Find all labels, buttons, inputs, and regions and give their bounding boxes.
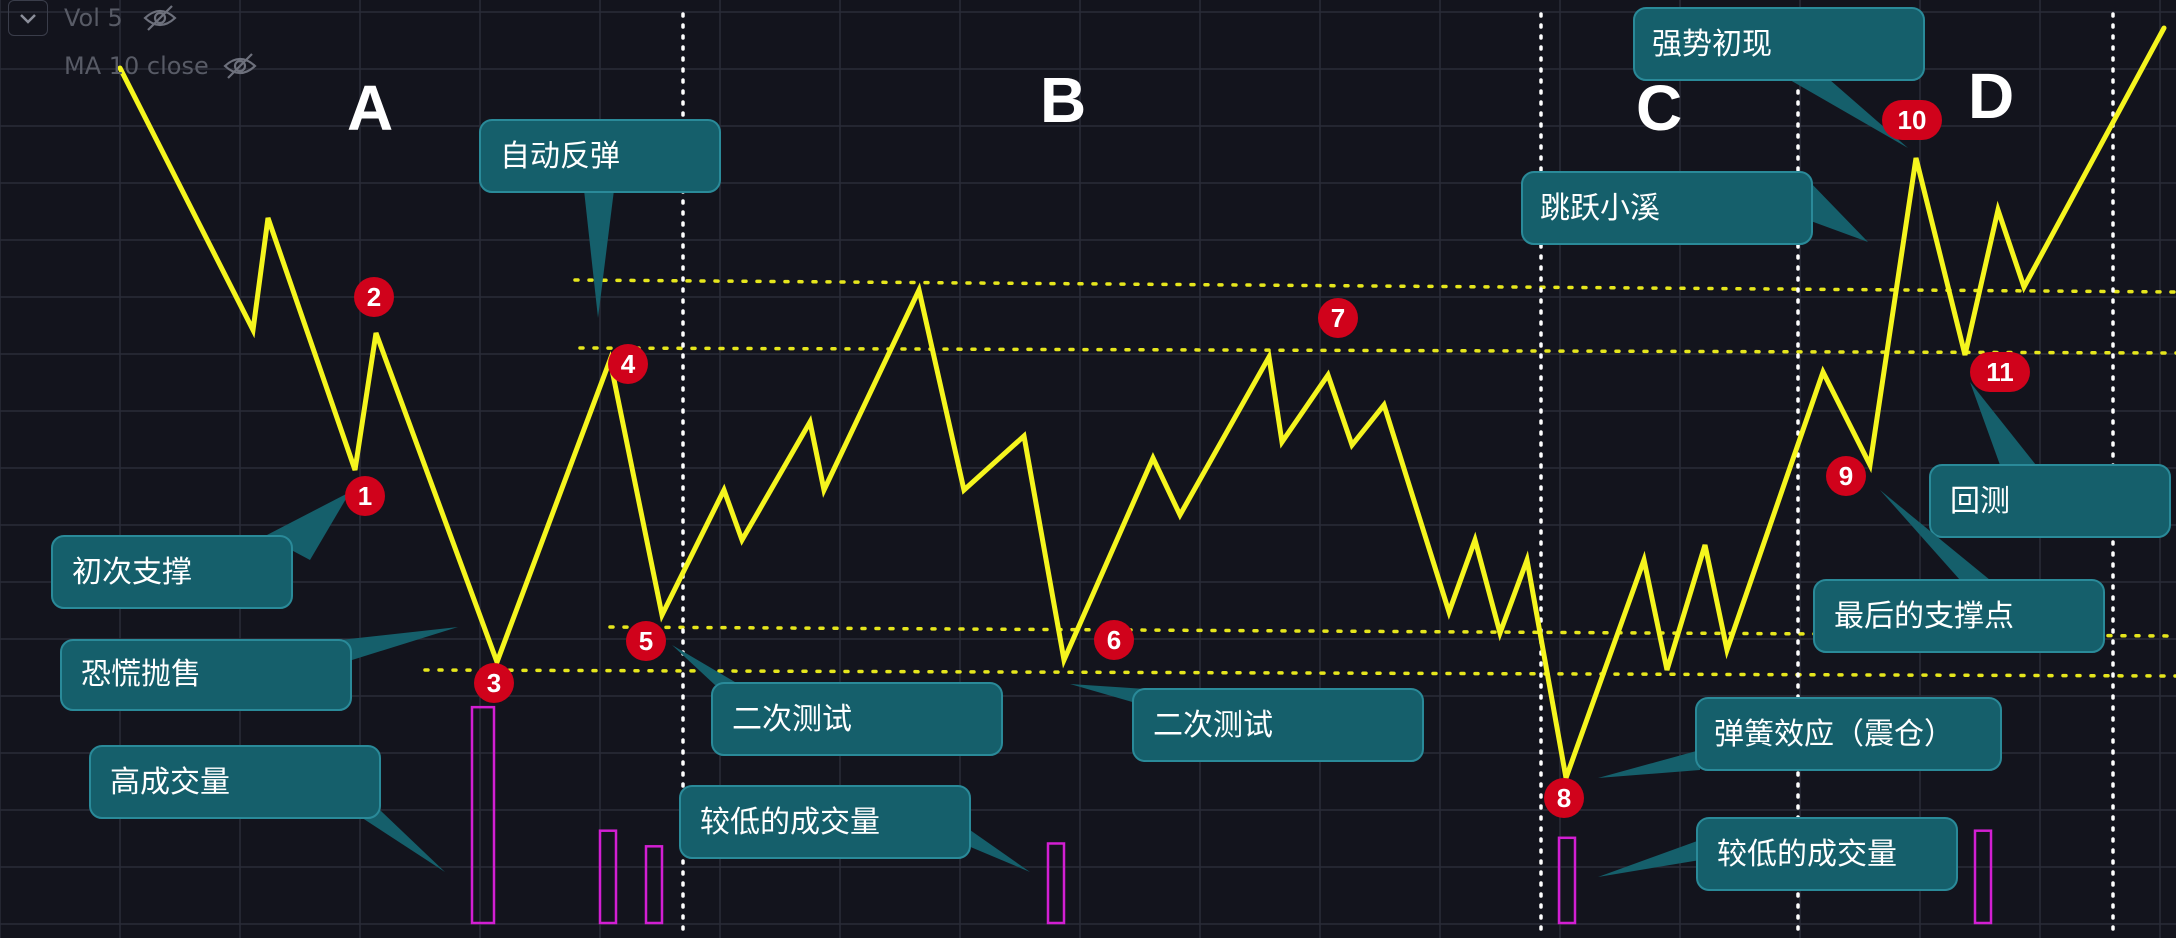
marker-label: 2: [367, 282, 381, 312]
level-line: [573, 278, 2176, 294]
callout-box: [1696, 817, 1958, 891]
marker-label: 8: [1557, 783, 1571, 813]
volume-bars: [470, 705, 1993, 925]
chevron-down-icon: [20, 14, 36, 24]
callout-text: 强势初现: [1652, 28, 1772, 61]
callout-last-point-of-support: 最后的支撑点: [1813, 490, 2105, 653]
marker-label: 6: [1107, 625, 1121, 655]
callout-box: [479, 119, 721, 193]
callout-text: 弹簧效应（震仓）: [1714, 718, 1954, 751]
callout-sign-of-strength: 强势初现: [1633, 7, 1925, 148]
callout-lower-volume-1: 较低的成交量: [679, 785, 1030, 872]
event-markers: 1 2 3 4 5 6 7 8 9 10 11: [345, 100, 2030, 818]
eye-off-icon[interactable]: [142, 2, 178, 38]
marker-label: 9: [1839, 461, 1853, 491]
callout-secondary-test-2: 二次测试: [1070, 684, 1424, 762]
callout-text: 二次测试: [1153, 709, 1273, 742]
volume-bar: [598, 829, 618, 925]
level-line: [578, 346, 2176, 355]
marker-label: 5: [639, 626, 653, 656]
marker-5: 5: [626, 621, 666, 661]
callout-box: [1929, 464, 2171, 538]
callout-box: [1695, 697, 2002, 771]
marker-label: 11: [1986, 357, 2014, 387]
eye-off-icon[interactable]: [222, 50, 258, 86]
marker-11: 11: [1970, 352, 2030, 392]
volume-bar: [644, 845, 664, 925]
price-series: [117, 25, 2167, 788]
callout-box: [1813, 579, 2105, 653]
callout-pointer: [1790, 80, 1908, 148]
callout-text: 较低的成交量: [1717, 838, 1897, 871]
callout-pointer: [584, 190, 614, 318]
callout-text: 较低的成交量: [700, 806, 880, 839]
callout-box: [89, 745, 381, 819]
callout-high-volume: 高成交量: [89, 745, 445, 872]
phase-label-c: C: [1636, 72, 1682, 144]
callout-box: [1132, 688, 1424, 762]
callout-text: 恐慌抛售: [81, 658, 201, 691]
callout-spring: 弹簧效应（震仓）: [1598, 697, 2002, 778]
callout-preliminary-support: 初次支撑: [51, 492, 350, 609]
callout-pointer: [1808, 180, 1868, 242]
callout-text: 自动反弹: [500, 140, 620, 173]
callout-automatic-rally: 自动反弹: [479, 119, 721, 318]
callout-box: [679, 785, 971, 859]
marker-3: 3: [474, 663, 514, 703]
callout-box: [60, 639, 352, 711]
marker-7: 7: [1318, 298, 1358, 338]
ma-indicator-label[interactable]: MA 10 close: [64, 52, 209, 80]
callout-backup: 回测: [1929, 382, 2171, 538]
collapse-toggle-button[interactable]: [8, 0, 48, 36]
callout-secondary-test-1: 二次测试: [672, 645, 1003, 756]
marker-6: 6: [1094, 620, 1134, 660]
callout-jump-across-creek: 跳跃小溪: [1521, 171, 1868, 245]
marker-2: 2: [354, 277, 394, 317]
callout-pointer: [672, 645, 740, 685]
marker-8: 8: [1544, 778, 1584, 818]
marker-4: 4: [608, 344, 648, 384]
callout-text: 高成交量: [110, 766, 230, 799]
callout-text: 回测: [1950, 485, 2010, 518]
phase-label-d: D: [1968, 60, 2014, 132]
callout-box: [711, 682, 1003, 756]
marker-10: 10: [1882, 100, 1942, 140]
callout-box: [51, 535, 293, 609]
marker-label: 3: [487, 668, 501, 698]
marker-1: 1: [345, 476, 385, 516]
volume-bar: [470, 705, 496, 925]
phase-label-b: B: [1040, 64, 1086, 136]
volume-bar: [1046, 842, 1066, 925]
callouts: 初次支撑 恐慌抛售 高成交量 自动反弹 二次测试: [51, 7, 2171, 891]
callout-pointer: [350, 810, 445, 872]
callout-pointer: [1598, 750, 1700, 778]
phase-label-a: A: [347, 72, 393, 144]
callout-text: 二次测试: [732, 703, 852, 736]
callout-pointer: [1970, 382, 2036, 465]
price-line: [117, 25, 2167, 788]
callout-selling-climax: 恐慌抛售: [60, 627, 458, 711]
marker-label: 7: [1331, 303, 1345, 333]
callout-text: 跳跃小溪: [1540, 192, 1660, 225]
volume-bar: [1973, 829, 1993, 925]
callout-text: 最后的支撑点: [1834, 600, 2014, 633]
callout-pointer: [1880, 490, 1990, 580]
volume-bar: [1557, 836, 1577, 925]
callout-pointer: [1598, 840, 1700, 877]
volume-indicator-label[interactable]: Vol 5: [64, 4, 123, 32]
callout-lower-volume-2: 较低的成交量: [1598, 817, 1958, 891]
callout-box: [1521, 171, 1813, 245]
marker-label: 10: [1898, 105, 1927, 135]
callout-pointer: [340, 627, 458, 660]
marker-label: 1: [358, 481, 372, 511]
callout-box: [1633, 7, 1925, 81]
callout-text: 初次支撑: [72, 556, 192, 589]
level-line: [423, 668, 2176, 678]
marker-9: 9: [1826, 456, 1866, 496]
phase-labels: A B C D: [347, 60, 2014, 144]
marker-label: 4: [621, 349, 636, 379]
